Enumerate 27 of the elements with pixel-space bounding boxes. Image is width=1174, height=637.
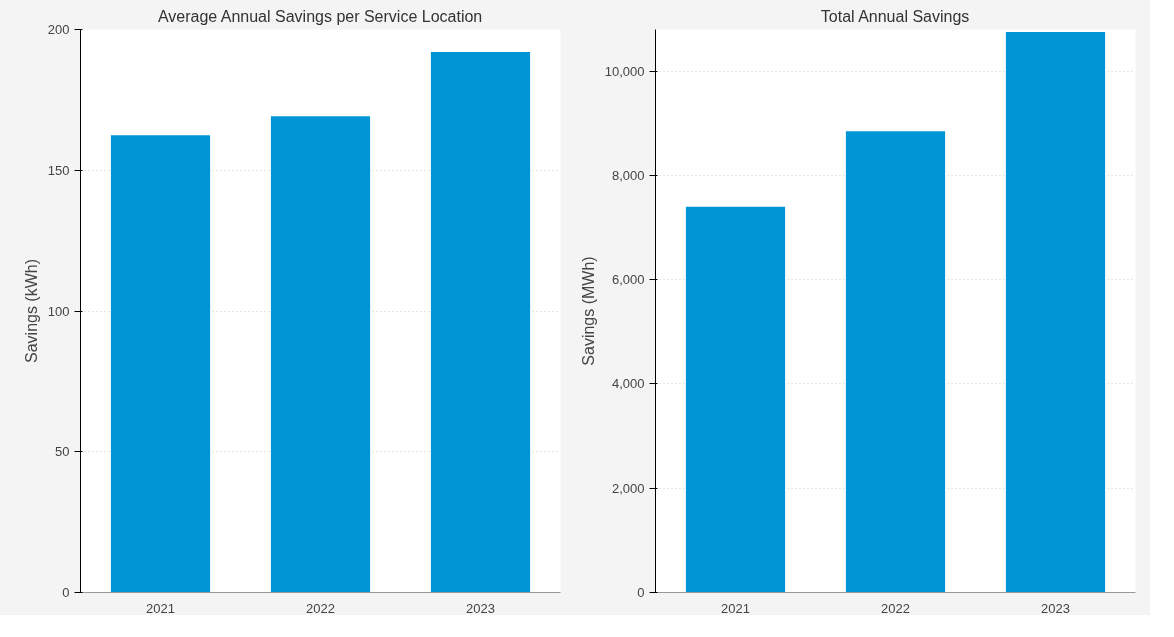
y-tick-label: 200 <box>47 22 70 37</box>
bar <box>845 131 946 593</box>
y-tick-label: 150 <box>47 162 70 178</box>
x-tick-label: 2022 <box>881 600 910 616</box>
y-tick-label: 10,000 <box>604 63 645 79</box>
y-tick-label: 6,000 <box>611 272 645 288</box>
bar <box>110 135 211 593</box>
y-tick-label: 2,000 <box>611 480 645 496</box>
y-tick-label: 100 <box>47 303 70 319</box>
y-axis-title: Savings (kWh) <box>22 258 40 364</box>
chart-title: Average Annual Savings per Service Location <box>157 7 483 25</box>
bar <box>685 206 786 593</box>
y-tick-label: 0 <box>62 585 70 600</box>
y-tick-label: 4,000 <box>611 376 645 392</box>
x-tick-label: 2023 <box>466 600 495 616</box>
x-tick-label: 2022 <box>306 600 335 616</box>
y-tick-label: 0 <box>637 585 645 600</box>
bar <box>1005 32 1106 593</box>
x-tick-label: 2023 <box>1041 600 1070 616</box>
chart-title: Total Annual Savings <box>820 7 970 25</box>
x-tick-label: 2021 <box>721 600 750 616</box>
x-tick-label: 2021 <box>146 600 175 616</box>
y-tick-label: 50 <box>55 444 70 460</box>
bar <box>270 116 371 593</box>
y-tick-label: 8,000 <box>611 167 645 183</box>
bar <box>430 52 531 593</box>
y-axis-title: Savings (MWh) <box>579 256 597 366</box>
